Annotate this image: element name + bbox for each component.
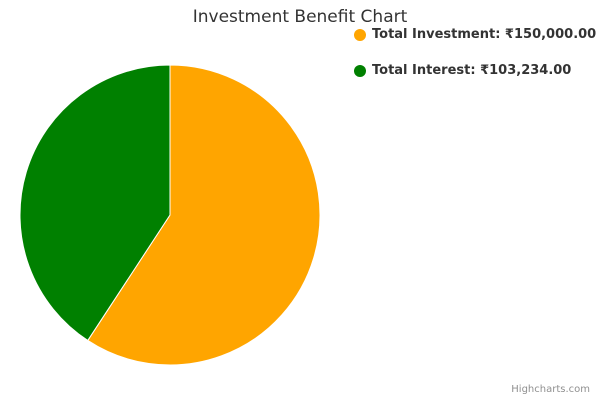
legend-marker-total-investment [354, 28, 366, 41]
chart-title: Investment Benefit Chart [192, 7, 408, 27]
credits-link[interactable]: Highcharts.com [511, 384, 590, 395]
pie-slice-total-interest[interactable] [19, 64, 171, 341]
legend-label-total-investment: Total Investment: ₹150,000.00 [372, 27, 597, 42]
legend-item-total-interest[interactable]: Total Interest: ₹103,234.00 [354, 63, 571, 78]
legend-marker-total-interest [354, 64, 366, 77]
legend-label-total-interest: Total Interest: ₹103,234.00 [372, 63, 572, 78]
pie-slice-total-investment[interactable] [87, 64, 321, 366]
legend-item-total-investment[interactable]: Total Investment: ₹150,000.00 [354, 27, 596, 42]
